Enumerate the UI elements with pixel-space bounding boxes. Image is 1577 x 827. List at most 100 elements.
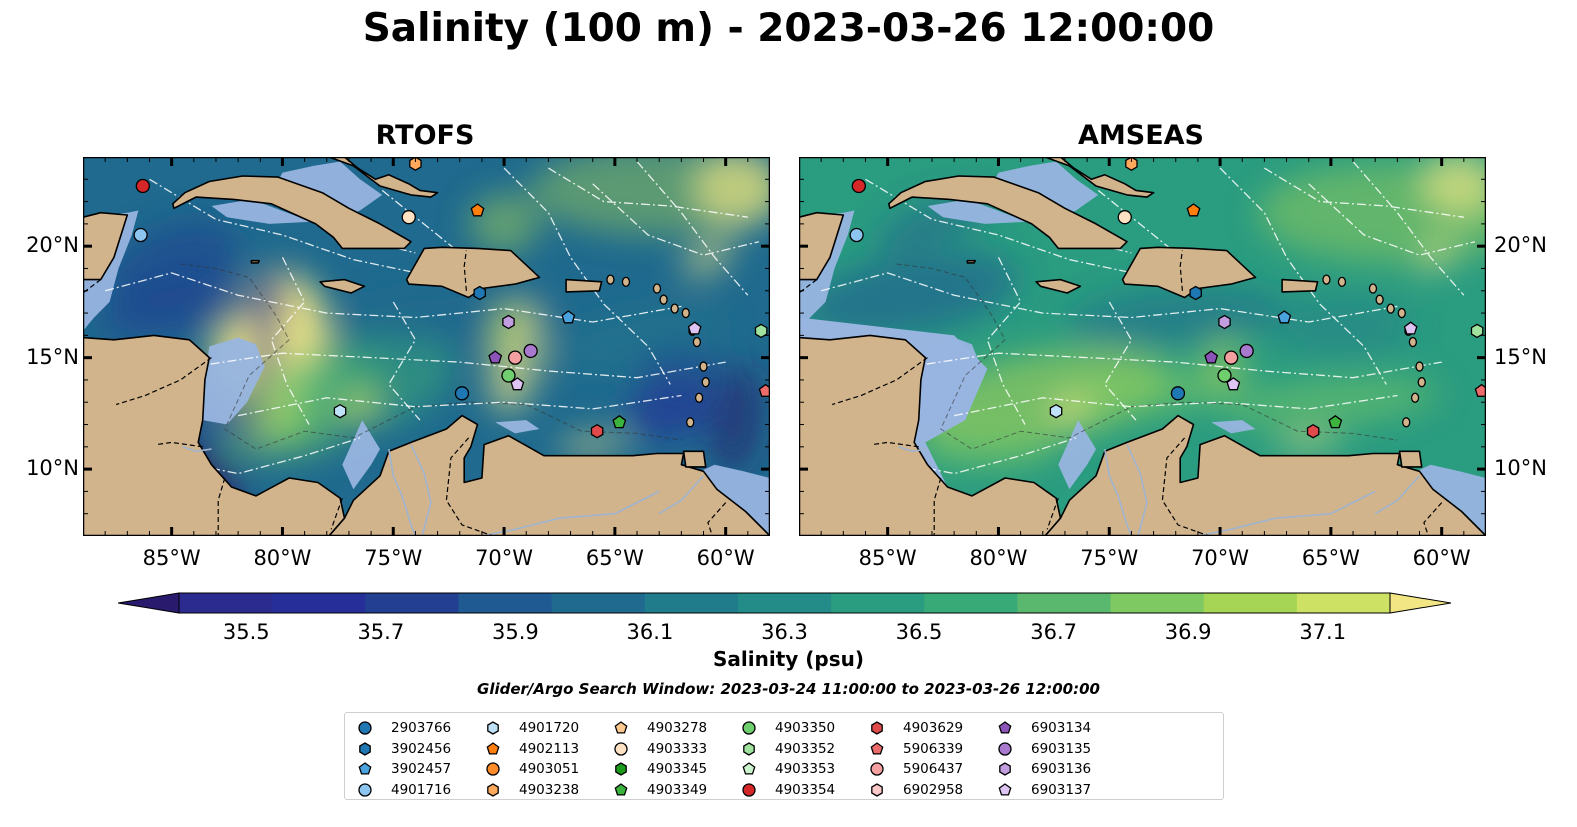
salinity-colorbar (118, 592, 1451, 614)
colorbar-tick-label: 37.1 (1299, 620, 1347, 644)
salinity-field-patch (1221, 376, 1441, 428)
figure-title: Salinity (100 m) - 2023-03-26 12:00:00 (362, 6, 1215, 51)
platform-marker-6903137 (1403, 321, 1418, 335)
land-puerto-rico (565, 278, 603, 293)
x-tick-label-amseas: 70°W (1191, 546, 1250, 570)
pentagon-marker-icon (870, 741, 884, 755)
legend-column: 4903629 5906339 5906437 6902958 (867, 718, 963, 800)
pentagon-marker-icon (614, 782, 628, 796)
salinity-field-patch (1274, 433, 1343, 451)
legend-marker-4903345 (615, 762, 627, 777)
legend-marker-3902456 (359, 741, 371, 756)
y-tick-label-right: 20°N (1494, 233, 1547, 258)
legend-label: 3902457 (391, 761, 452, 778)
eez-boundary (909, 352, 1442, 379)
circle-marker-icon (742, 783, 756, 797)
legend-column: 2903766 3902456 3902457 4901716 (355, 718, 451, 800)
legend-item: 4902113 (483, 739, 579, 760)
lesser-antilles-island (1337, 276, 1347, 287)
y-tick-label-left: 10°N (26, 456, 79, 481)
pentagon-marker-icon (998, 782, 1012, 796)
legend-column: 4901720 4902113 4903051 4903238 (483, 718, 579, 800)
land-jamaica (1035, 278, 1082, 294)
lesser-antilles-island (1417, 377, 1426, 388)
country-border (1046, 497, 1059, 530)
colorbar-segment (458, 593, 553, 613)
country-border (463, 250, 467, 291)
legend-label: 6903137 (1031, 781, 1092, 798)
legend-label: 4903629 (903, 720, 964, 737)
x-tick-label-amseas: 75°W (1080, 546, 1139, 570)
x-tick-label-amseas: 85°W (858, 546, 917, 570)
legend-label: 4903349 (647, 781, 708, 798)
pentagon-marker-icon (614, 721, 628, 734)
shallow-water (1058, 420, 1096, 490)
hexagon-marker-icon (743, 741, 755, 756)
river (388, 448, 417, 536)
platform-marker-3902456 (1189, 285, 1202, 301)
eez-boundary (237, 394, 682, 417)
salinity-field-patch (95, 277, 293, 340)
legend-label: 6903136 (1031, 761, 1092, 778)
pentagon-marker-icon (998, 721, 1012, 734)
land-south-america (328, 414, 770, 536)
legend-item: 3902457 (355, 759, 451, 780)
legend-label: 3902456 (391, 740, 452, 757)
salinity-field-patch (557, 435, 628, 455)
land-bahamas (328, 157, 439, 198)
colorbar-extend-high (1389, 592, 1451, 614)
circle-marker-icon (870, 762, 884, 776)
salinity-field-patch (338, 393, 382, 421)
country-border (445, 437, 494, 536)
legend-marker-4903354 (742, 783, 756, 797)
legend-marker-4903051 (486, 762, 500, 776)
platform-legend: 2903766 3902456 3902457 4901716 4901720 49021… (344, 712, 1224, 800)
land-trinidad (682, 450, 707, 468)
legend-item: 4903354 (739, 780, 835, 801)
platform-marker-6903134 (488, 350, 503, 364)
legend-label: 6903134 (1031, 720, 1092, 737)
eez-boundary (1104, 301, 1137, 421)
country-border (156, 441, 203, 448)
rtofs-salinity-map (83, 157, 770, 536)
land-bahamas (1044, 157, 1155, 198)
x-tick-label-rtofs: 75°W (364, 546, 423, 570)
platform-marker-4903352 (754, 323, 768, 339)
salinity-field-patch (492, 300, 517, 357)
legend-label: 4903238 (519, 781, 580, 798)
legend-marker-5906339 (870, 741, 884, 755)
river (1374, 475, 1421, 515)
salinity-field-patch (801, 251, 1019, 340)
y-tick-label-right: 10°N (1494, 456, 1547, 481)
land-trinidad (1398, 450, 1423, 468)
colorbar-extend-low (118, 592, 180, 614)
platform-marker-4903629 (590, 423, 604, 439)
legend-marker-5906437 (870, 762, 884, 776)
legend-item: 6903134 (995, 718, 1091, 739)
platform-marker-3902456 (473, 285, 486, 301)
legend-item: 4903349 (611, 780, 707, 801)
legend-item: 4903333 (611, 739, 707, 760)
legend-marker-3902457 (358, 762, 372, 775)
legend-label: 4903278 (647, 720, 708, 737)
river (1104, 448, 1133, 536)
salinity-field-patch (1271, 296, 1412, 357)
legend-item: 4903051 (483, 759, 579, 780)
land-jamaica (319, 278, 366, 294)
colorbar-tick-label: 36.5 (895, 620, 943, 644)
legend-marker-4903349 (614, 782, 628, 796)
lesser-antilles-island (692, 336, 702, 348)
shallow-water (202, 337, 265, 425)
platform-marker-6903137 (1226, 377, 1241, 391)
colorbar-tick-label: 36.9 (1164, 620, 1212, 644)
legend-item: 4903238 (483, 780, 579, 801)
lesser-antilles-island (699, 361, 708, 372)
eez-boundary (1264, 167, 1464, 218)
legend-item: 3902456 (355, 739, 451, 760)
legend-marker-6903137 (998, 782, 1012, 796)
lesser-antilles-island (652, 283, 662, 294)
colorbar-label: Salinity (psu) (712, 647, 864, 671)
legend-item: 6903135 (995, 739, 1091, 760)
legend-column: 4903350 4903352 4903353 4903354 (739, 718, 835, 800)
land-north-america (799, 157, 845, 281)
